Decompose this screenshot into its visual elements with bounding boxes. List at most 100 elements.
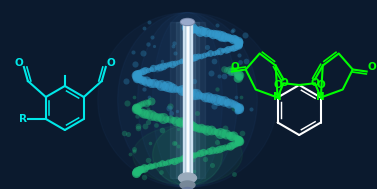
Ellipse shape: [133, 125, 242, 185]
Point: [185, 123, 191, 126]
Point: [236, 107, 242, 110]
Point: [226, 133, 232, 136]
Point: [225, 36, 231, 39]
Point: [134, 169, 140, 172]
Point: [211, 130, 217, 133]
Text: O: O: [316, 80, 325, 90]
Point: [234, 141, 241, 144]
Point: [179, 89, 185, 92]
Point: [140, 102, 146, 105]
Point: [213, 148, 219, 151]
Point: [181, 122, 187, 125]
Point: [223, 146, 229, 149]
Point: [191, 170, 197, 173]
Bar: [170, 22, 205, 178]
Point: [125, 132, 131, 135]
Point: [155, 83, 161, 86]
Point: [143, 124, 149, 127]
Point: [221, 67, 227, 70]
Point: [215, 98, 221, 101]
Point: [144, 43, 150, 46]
Point: [181, 59, 187, 62]
Point: [173, 119, 179, 122]
Point: [236, 54, 242, 57]
Point: [135, 126, 141, 129]
Point: [149, 81, 155, 84]
Point: [192, 56, 198, 59]
Point: [195, 126, 201, 129]
Point: [167, 86, 173, 89]
Point: [194, 152, 200, 155]
Point: [140, 70, 146, 73]
Point: [141, 76, 147, 79]
Point: [198, 54, 204, 57]
Point: [130, 50, 136, 53]
Point: [153, 123, 159, 126]
Point: [147, 165, 153, 168]
Point: [169, 160, 175, 163]
Point: [235, 137, 241, 140]
Point: [146, 81, 152, 84]
Point: [216, 34, 222, 37]
Point: [229, 144, 235, 147]
Ellipse shape: [179, 173, 196, 183]
Point: [184, 155, 190, 158]
Point: [153, 66, 159, 69]
Point: [195, 127, 201, 130]
Point: [235, 108, 241, 112]
Point: [190, 125, 196, 128]
Point: [134, 105, 140, 108]
Point: [231, 38, 238, 41]
Point: [163, 64, 169, 67]
Point: [132, 105, 138, 108]
Point: [138, 102, 144, 105]
Point: [232, 136, 238, 139]
Point: [159, 60, 166, 63]
Point: [227, 36, 233, 40]
Point: [130, 147, 136, 150]
Ellipse shape: [153, 125, 222, 185]
Point: [140, 111, 146, 114]
Point: [160, 64, 166, 67]
Text: O: O: [279, 78, 288, 88]
Point: [236, 41, 242, 44]
Point: [138, 111, 144, 114]
Point: [140, 51, 146, 54]
Point: [170, 86, 176, 89]
Point: [151, 44, 157, 47]
Point: [199, 94, 205, 98]
Point: [136, 110, 142, 113]
Ellipse shape: [180, 181, 195, 189]
Point: [200, 151, 206, 154]
Point: [239, 132, 245, 135]
Point: [133, 105, 139, 108]
Ellipse shape: [181, 19, 195, 26]
Point: [243, 60, 249, 63]
Point: [234, 104, 240, 107]
Point: [223, 102, 229, 105]
Point: [215, 24, 221, 27]
Text: O: O: [367, 61, 376, 71]
Point: [227, 72, 233, 75]
Point: [186, 110, 192, 113]
Point: [161, 84, 167, 87]
Point: [181, 175, 187, 178]
Point: [233, 103, 239, 106]
Point: [209, 163, 215, 167]
Point: [203, 150, 209, 153]
Point: [176, 88, 182, 91]
Point: [141, 79, 147, 82]
Point: [142, 69, 148, 72]
Point: [231, 102, 237, 105]
Point: [152, 82, 158, 85]
Point: [174, 110, 180, 113]
Point: [181, 89, 187, 92]
Point: [190, 56, 196, 59]
Point: [201, 127, 207, 130]
Point: [156, 163, 162, 166]
Point: [149, 164, 155, 167]
Point: [217, 50, 223, 53]
Point: [171, 42, 177, 45]
Point: [229, 70, 235, 73]
Point: [172, 61, 178, 64]
